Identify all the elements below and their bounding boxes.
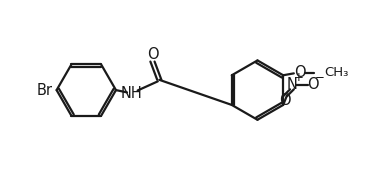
Text: CH₃: CH₃ xyxy=(324,66,348,79)
Text: N: N xyxy=(287,77,297,92)
Text: NH: NH xyxy=(121,86,143,101)
Text: −: − xyxy=(315,71,325,84)
Text: O: O xyxy=(307,77,319,92)
Text: +: + xyxy=(294,71,304,84)
Text: O: O xyxy=(294,65,306,80)
Text: O: O xyxy=(147,47,158,62)
Text: O: O xyxy=(279,93,291,108)
Text: Br: Br xyxy=(37,83,53,98)
